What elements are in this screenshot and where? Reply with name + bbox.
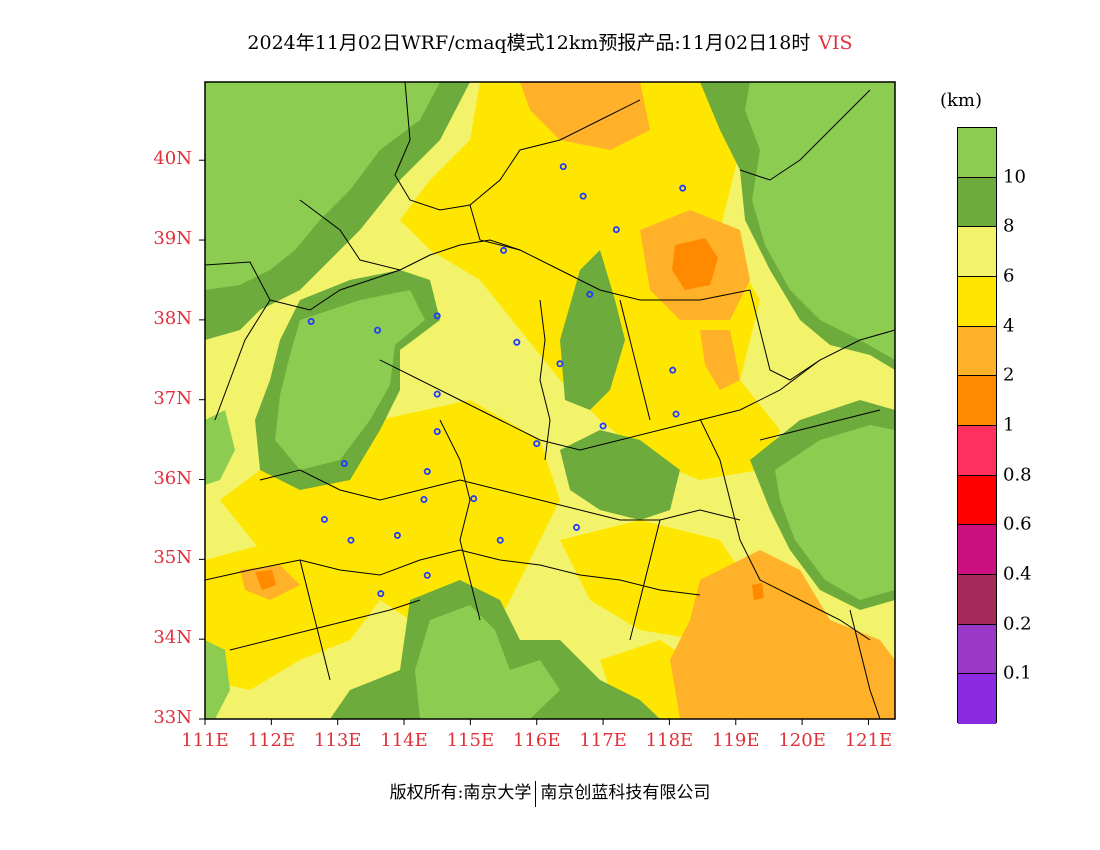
lon-label: 116E [512, 730, 561, 751]
station-marker [672, 410, 680, 418]
lon-label: 111E [181, 730, 229, 751]
colorbar-label: 0.2 [1003, 613, 1032, 635]
colorbar-label: 2 [1003, 364, 1015, 386]
station-marker [500, 246, 508, 254]
lon-label: 121E [844, 730, 893, 751]
lon-label: 114E [380, 730, 428, 751]
lat-label: 35N [153, 547, 192, 569]
copyright-footer: 版权所有:南京大学 南京创蓝科技有限公司 [0, 778, 1100, 807]
colorbar-label: 6 [1003, 265, 1015, 287]
lat-label: 39N [153, 228, 192, 250]
station-marker [573, 523, 581, 531]
colorbar-segment [958, 128, 996, 178]
colorbar-label: 0.1 [1003, 662, 1032, 684]
station-markers [307, 163, 687, 598]
station-marker [556, 360, 564, 368]
footer-left: 版权所有:南京大学 [389, 783, 532, 803]
lon-label: 118E [645, 730, 694, 751]
station-marker [393, 531, 401, 539]
lon-label: 113E [313, 730, 362, 751]
station-marker [559, 163, 567, 171]
station-marker [433, 312, 441, 320]
colorbar [957, 127, 997, 724]
station-marker [513, 338, 521, 346]
footer-separator [535, 780, 537, 807]
station-marker [320, 515, 328, 523]
footer-right: 南京创蓝科技有限公司 [540, 783, 711, 803]
colorbar-label: 1 [1003, 414, 1015, 436]
lat-label: 33N [153, 707, 192, 728]
colorbar-label: 8 [1003, 215, 1015, 237]
station-marker [433, 428, 441, 436]
station-marker [433, 390, 441, 398]
legend-unit: (km) [940, 90, 983, 111]
colorbar-segment [958, 624, 996, 675]
lat-label: 40N [153, 148, 192, 170]
colorbar-segment [958, 525, 996, 575]
station-marker [423, 468, 431, 476]
colorbar-label: 0.6 [1003, 513, 1032, 535]
visibility-field [205, 82, 895, 719]
station-marker [347, 536, 355, 544]
colorbar-segment [958, 475, 996, 526]
lon-label: 115E [446, 730, 495, 751]
colorbar-segment [958, 326, 996, 377]
lat-label: 36N [153, 467, 192, 489]
station-marker [579, 192, 587, 200]
lon-label: 119E [712, 730, 760, 751]
colorbar-segment [958, 426, 996, 476]
station-marker [377, 590, 385, 598]
station-marker [307, 317, 315, 325]
station-marker [496, 536, 504, 544]
map-title: 2024年11月02日WRF/cmaq模式12km预报产品:11月02日18时 V… [0, 28, 1100, 55]
colorbar-label: 0.4 [1003, 563, 1032, 585]
lat-label: 34N [153, 627, 192, 649]
station-marker [612, 226, 620, 234]
station-marker [340, 460, 348, 468]
colorbar-segment [958, 227, 996, 277]
colorbar-segment [958, 277, 996, 327]
station-marker [669, 366, 677, 374]
station-marker [586, 290, 594, 298]
lon-label: 117E [579, 730, 627, 751]
colorbar-segment [958, 674, 996, 724]
title-variable: VIS [818, 32, 853, 54]
station-marker [679, 184, 687, 192]
lon-label: 120E [778, 730, 826, 751]
station-marker [533, 440, 541, 448]
station-marker [470, 495, 478, 503]
colorbar-segment [958, 177, 996, 228]
colorbar-segment [958, 376, 996, 426]
colorbar-label: 10 [1003, 166, 1026, 188]
title-main: 2024年11月02日WRF/cmaq模式12km预报产品:11月02日18时 [247, 32, 811, 54]
lat-label: 37N [153, 387, 192, 409]
colorbar-segment [958, 575, 996, 625]
plot-frame [204, 81, 896, 720]
station-marker [599, 422, 607, 430]
colorbar-label: 0.8 [1003, 464, 1032, 486]
lon-label: 112E [247, 730, 296, 751]
lat-label: 38N [153, 307, 192, 329]
station-marker [420, 495, 428, 503]
station-marker [423, 571, 431, 579]
colorbar-label: 4 [1003, 315, 1015, 337]
station-marker [373, 326, 381, 334]
